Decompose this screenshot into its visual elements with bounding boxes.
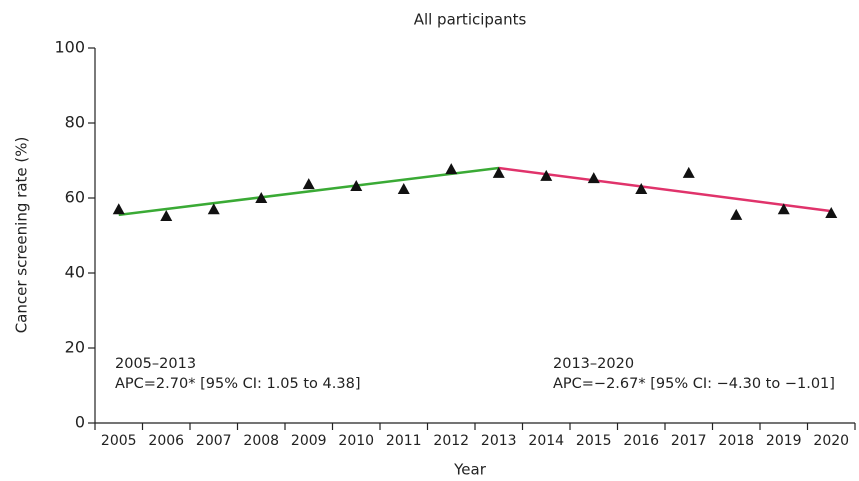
marker xyxy=(445,163,458,175)
y-tick-label: 80 xyxy=(65,113,85,132)
marker xyxy=(207,203,220,215)
x-tick-label: 2013 xyxy=(481,433,517,449)
marker xyxy=(635,183,648,194)
marker xyxy=(160,210,173,221)
x-tick-label: 2015 xyxy=(576,433,612,449)
marker xyxy=(540,169,553,181)
y-tick-label: 100 xyxy=(54,38,85,57)
y-tick-label: 60 xyxy=(65,188,85,207)
chart-title: All participants xyxy=(414,11,527,29)
marker xyxy=(492,166,505,178)
marker xyxy=(777,203,790,215)
marker xyxy=(587,172,600,184)
marker xyxy=(350,180,363,191)
x-tick-label: 2018 xyxy=(718,433,754,449)
x-tick-label: 2012 xyxy=(433,433,469,449)
marker xyxy=(682,166,695,178)
marker xyxy=(302,178,315,190)
annotation: 2013–2020 xyxy=(553,356,634,372)
annotation: APC=2.70* [95% CI: 1.05 to 4.38] xyxy=(115,376,360,392)
x-tick-label: 2017 xyxy=(671,433,707,449)
marker xyxy=(397,183,410,194)
x-tick-label: 2006 xyxy=(148,433,184,449)
y-tick-label: 40 xyxy=(65,263,85,282)
y-axis-label: Cancer screening rate (%) xyxy=(13,137,31,334)
marker xyxy=(112,203,125,215)
x-tick-label: 2007 xyxy=(196,433,232,449)
annotation: 2005–2013 xyxy=(115,356,196,372)
x-tick-label: 2020 xyxy=(813,433,849,449)
x-tick-label: 2019 xyxy=(766,433,802,449)
trend-line xyxy=(118,166,499,217)
marker xyxy=(730,208,743,220)
x-tick-label: 2014 xyxy=(528,433,564,449)
x-tick-label: 2008 xyxy=(243,433,279,449)
x-tick-label: 2010 xyxy=(338,433,374,449)
y-tick-label: 0 xyxy=(75,413,85,432)
x-tick-label: 2011 xyxy=(386,433,422,449)
marker xyxy=(825,207,838,218)
x-tick-label: 2005 xyxy=(101,433,137,449)
x-tick-label: 2016 xyxy=(623,433,659,449)
marker xyxy=(255,192,268,203)
y-tick-label: 20 xyxy=(65,338,85,357)
trend-line xyxy=(498,166,832,213)
x-axis-label: Year xyxy=(453,461,487,479)
x-tick-label: 2009 xyxy=(291,433,327,449)
annotation: APC=−2.67* [95% CI: −4.30 to −1.01] xyxy=(553,376,835,392)
